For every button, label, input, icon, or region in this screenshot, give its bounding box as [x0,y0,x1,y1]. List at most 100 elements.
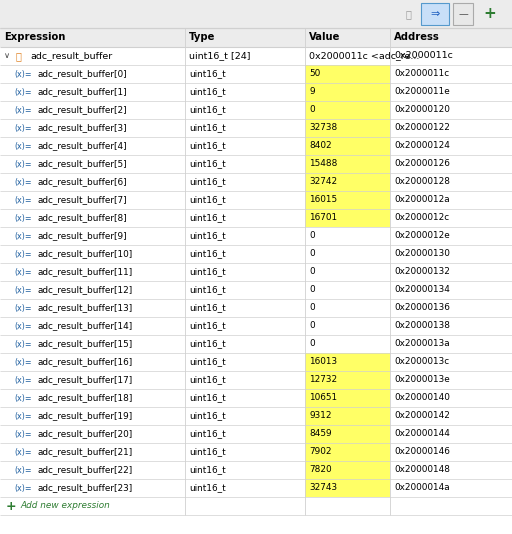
Text: adc_result_buffer[8]: adc_result_buffer[8] [38,214,128,223]
Text: adc_result_buffer[18]: adc_result_buffer[18] [38,394,133,403]
Text: Value: Value [309,33,340,43]
Text: (x)=: (x)= [14,69,32,78]
Bar [0,83,512,101]
Text: 0x2000013c: 0x2000013c [394,357,449,366]
Bar [305,119,390,137]
Text: adc_result_buffer[10]: adc_result_buffer[10] [38,249,133,258]
Text: 0: 0 [309,340,315,349]
Text: 技: 技 [405,9,411,19]
Text: uint16_t: uint16_t [189,466,226,475]
Text: adc_result_buffer: adc_result_buffer [30,51,112,60]
Text: Add new expression: Add new expression [20,501,110,511]
Text: 50: 50 [309,69,320,78]
Bar [305,101,390,119]
Text: (x)=: (x)= [14,232,32,240]
Text: uint16_t: uint16_t [189,412,226,420]
Bar [305,83,390,101]
Text: (x)=: (x)= [14,321,32,331]
Text: 8459: 8459 [309,429,332,438]
Text: 8402: 8402 [309,142,332,151]
Bar [453,3,473,25]
Text: 0x20000130: 0x20000130 [394,249,450,258]
Text: 0x20000134: 0x20000134 [394,286,450,294]
Text: 0: 0 [309,106,315,114]
Bar [0,317,512,335]
Text: (x)=: (x)= [14,429,32,438]
Text: adc_result_buffer[9]: adc_result_buffer[9] [38,232,127,240]
Bar [0,101,512,119]
Text: (x)=: (x)= [14,160,32,169]
Text: +: + [6,499,16,513]
Bar [305,155,390,173]
Text: adc_result_buffer[11]: adc_result_buffer[11] [38,268,133,277]
Bar [0,227,512,245]
Text: 16013: 16013 [309,357,337,366]
Text: 0x2000013a: 0x2000013a [394,340,450,349]
Text: 32743: 32743 [309,483,337,492]
Text: adc_result_buffer[21]: adc_result_buffer[21] [38,447,133,457]
Text: 0: 0 [309,232,315,240]
Text: (x)=: (x)= [14,483,32,492]
Text: adc_result_buffer[2]: adc_result_buffer[2] [38,106,127,114]
Text: (x)=: (x)= [14,340,32,349]
Text: 9: 9 [309,88,315,97]
Text: 0x2000011c: 0x2000011c [394,51,453,60]
Bar [0,245,512,263]
Text: 0x20000126: 0x20000126 [394,160,450,169]
Text: ∨: ∨ [4,51,10,60]
Text: uint16_t: uint16_t [189,286,226,294]
Text: —: — [458,9,468,19]
Text: adc_result_buffer[23]: adc_result_buffer[23] [38,483,133,492]
Text: adc_result_buffer[13]: adc_result_buffer[13] [38,303,133,312]
Text: uint16_t: uint16_t [189,177,226,186]
Text: 0x2000011e: 0x2000011e [394,88,450,97]
Text: (x)=: (x)= [14,195,32,205]
Text: (x)=: (x)= [14,394,32,403]
Text: 0: 0 [309,249,315,258]
Text: adc_result_buffer[12]: adc_result_buffer[12] [38,286,133,294]
Text: Expression: Expression [4,33,66,43]
Bar [0,209,512,227]
Text: uint16_t: uint16_t [189,375,226,384]
Text: 0x2000013e: 0x2000013e [394,375,450,384]
Text: adc_result_buffer[16]: adc_result_buffer[16] [38,357,133,366]
Text: 0x2000012c: 0x2000012c [394,214,449,223]
Text: (x)=: (x)= [14,249,32,258]
Bar [305,461,390,479]
Bar [0,407,512,425]
Text: 32738: 32738 [309,123,337,132]
Text: adc_result_buffer[6]: adc_result_buffer[6] [38,177,127,186]
Text: ⇒: ⇒ [430,9,440,19]
Text: adc_result_buffer[4]: adc_result_buffer[4] [38,142,127,151]
Text: 10651: 10651 [309,394,337,403]
Text: 0x20000136: 0x20000136 [394,303,450,312]
Text: 16015: 16015 [309,195,337,205]
Bar [0,155,512,173]
Text: uint16_t: uint16_t [189,340,226,349]
Text: adc_result_buffer[22]: adc_result_buffer[22] [38,466,133,475]
Bar [0,497,512,515]
Bar [305,425,390,443]
Bar [305,137,390,155]
Text: 0x20000124: 0x20000124 [394,142,450,151]
Text: adc_result_buffer[7]: adc_result_buffer[7] [38,195,127,205]
Bar [0,65,512,83]
Bar [305,443,390,461]
Text: uint16_t: uint16_t [189,195,226,205]
Text: 0: 0 [309,303,315,312]
Bar [305,407,390,425]
Text: 0x20000142: 0x20000142 [394,412,450,420]
Text: (x)=: (x)= [14,88,32,97]
Bar [305,479,390,497]
Text: 0x20000140: 0x20000140 [394,394,450,403]
Text: adc_result_buffer[20]: adc_result_buffer[20] [38,429,133,438]
Text: uint16_t: uint16_t [189,123,226,132]
Text: 0: 0 [309,321,315,331]
Text: 0: 0 [309,286,315,294]
Bar [0,0,512,28]
Bar [0,443,512,461]
Text: adc_result_buffer[5]: adc_result_buffer[5] [38,160,127,169]
Text: adc_result_buffer[14]: adc_result_buffer[14] [38,321,133,331]
Text: uint16_t: uint16_t [189,394,226,403]
Text: adc_result_buffer[1]: adc_result_buffer[1] [38,88,127,97]
